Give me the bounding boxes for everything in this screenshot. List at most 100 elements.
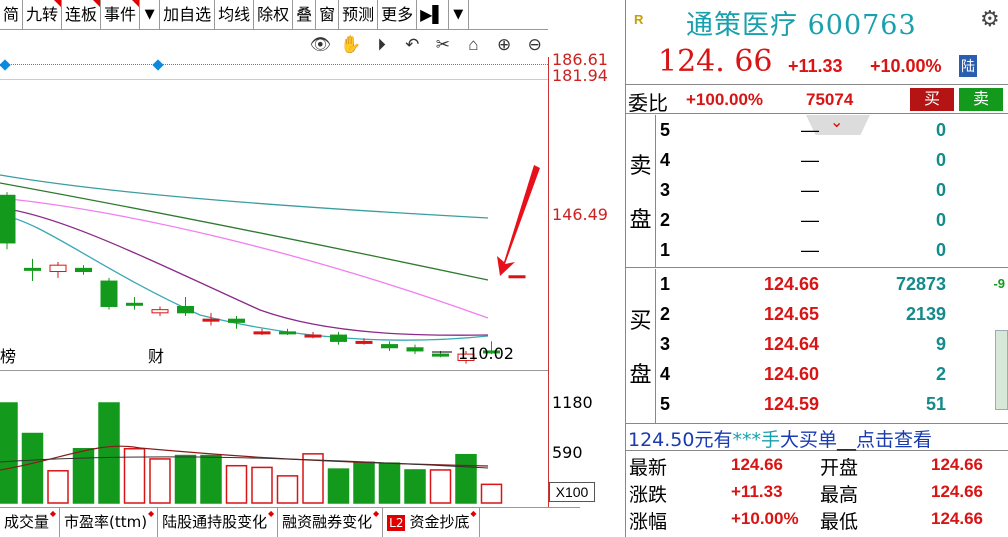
volume-bar bbox=[276, 475, 299, 504]
orderbook-row[interactable]: 3 — 0 bbox=[657, 175, 1008, 205]
hand-icon[interactable]: ✋ bbox=[340, 35, 362, 54]
level-price: 124.66 bbox=[763, 274, 819, 294]
volume-bar bbox=[353, 461, 375, 504]
toolbar-button[interactable]: 加自选 bbox=[160, 0, 216, 30]
indicator-tab[interactable]: 成交量 ◆ bbox=[0, 508, 61, 537]
level-volume: 0 bbox=[935, 120, 946, 140]
gear-icon[interactable]: ⚙ bbox=[980, 6, 1000, 31]
orderbook-row[interactable]: 4 124.60 2 bbox=[657, 359, 1008, 389]
volume-ma-line bbox=[0, 456, 489, 469]
level-price: — bbox=[801, 240, 819, 260]
level-volume: 51 bbox=[925, 394, 946, 414]
kline-chart[interactable]: 110.02 榜 财 bbox=[0, 57, 614, 537]
volume-bar bbox=[200, 454, 222, 504]
level-price: 124.60 bbox=[763, 364, 819, 384]
level-number: 5 bbox=[660, 394, 671, 414]
toolbar-button[interactable]: 九转 bbox=[23, 0, 63, 30]
view-link[interactable]: 点击查看 bbox=[856, 429, 933, 451]
indicator-tab[interactable]: L2 资金抄底 ◆ bbox=[383, 508, 481, 537]
candle-body bbox=[330, 334, 347, 342]
volume-bar bbox=[455, 453, 477, 504]
toolbar-button[interactable]: 预测 bbox=[339, 0, 379, 30]
candle-body bbox=[381, 344, 398, 349]
eye-icon[interactable]: 👁 bbox=[309, 35, 332, 54]
toolbar-button[interactable]: 窗 bbox=[316, 0, 340, 30]
orderbook-row[interactable]: 3 124.64 9 bbox=[657, 329, 1008, 359]
zoom-in-icon[interactable]: ⊕ bbox=[496, 35, 512, 54]
orderbook-row[interactable]: 4 — 0 bbox=[657, 145, 1008, 175]
l2-badge: L2 bbox=[387, 515, 406, 531]
toolbar-button[interactable]: ▼ bbox=[449, 0, 469, 30]
ma-line-pink bbox=[0, 197, 489, 319]
toolbar-button[interactable]: ▼ bbox=[140, 0, 161, 30]
toolbar-button[interactable]: 简 bbox=[0, 0, 24, 30]
level-number: 3 bbox=[660, 180, 671, 200]
indicator-tab[interactable]: 陆股通持股变化 ◆ bbox=[158, 508, 279, 537]
toolbar-button[interactable]: 更多 bbox=[378, 0, 418, 30]
lu-tag[interactable]: 陆 bbox=[959, 55, 977, 77]
toolbar-button[interactable]: ▶▌ bbox=[417, 0, 449, 30]
ma-line-green bbox=[0, 182, 489, 281]
big-order-banner[interactable]: 124.50元有***手大买单__点击查看 bbox=[626, 425, 1008, 451]
orderbook-row[interactable]: 2 124.65 2139 bbox=[657, 299, 1008, 329]
volume-bar bbox=[327, 468, 350, 504]
chevron-down-icon: ⌄ bbox=[830, 114, 844, 131]
tab-label: 资金抄底 bbox=[409, 513, 470, 531]
zoom-out-icon[interactable]: ⊖ bbox=[527, 35, 542, 54]
r-icon[interactable]: R bbox=[634, 12, 644, 27]
level-volume: 0 bbox=[935, 210, 946, 230]
toolbar-button[interactable]: 叠 bbox=[293, 0, 317, 30]
annotation-arrow-icon bbox=[497, 165, 540, 276]
ask-side-label: 卖 盘 bbox=[626, 115, 656, 267]
stat-label: 最低 bbox=[820, 511, 859, 533]
candle-body bbox=[151, 309, 169, 314]
orderbook-row[interactable]: 5 — 0 bbox=[657, 115, 1008, 145]
new-dot-icon: ◆ bbox=[147, 509, 155, 518]
volume-bar bbox=[480, 483, 503, 504]
new-dot-icon: ◆ bbox=[267, 509, 275, 518]
indicator-tabs: 成交量 ◆ 市盈率(ttm) ◆ 陆股通持股变化 ◆ 融资融券变化 ◆ L2 资金抄底 ◆ bbox=[0, 507, 580, 537]
candle-body bbox=[126, 302, 143, 306]
indicator-tab[interactable]: 融资融券变化 ◆ bbox=[278, 508, 384, 537]
level-price: 124.64 bbox=[763, 334, 819, 354]
orderbook-row[interactable]: 5 124.59 51 bbox=[657, 389, 1008, 419]
stats-row: 涨幅 +10.00% 最低 124.66 bbox=[626, 506, 1008, 533]
stat-value: 124.66 bbox=[931, 482, 983, 501]
volume-bar bbox=[378, 462, 401, 504]
collapse-chevron[interactable]: ⌄ bbox=[806, 115, 870, 135]
tab-label: 陆股通持股变化 bbox=[162, 513, 268, 531]
indicator-tab[interactable]: 市盈率(ttm) ◆ bbox=[60, 508, 159, 537]
buy-button[interactable]: 买 bbox=[910, 88, 954, 111]
orderbook-row[interactable]: 2 — 0 bbox=[657, 205, 1008, 235]
play-circle-icon[interactable]: ⏵ bbox=[377, 35, 386, 54]
volume-bar bbox=[404, 469, 426, 504]
level-price: 124.59 bbox=[763, 394, 819, 414]
level-volume: 72873 bbox=[895, 274, 946, 294]
weicha-value: 75074 bbox=[806, 90, 854, 109]
scissors-icon[interactable]: ✂ bbox=[435, 35, 450, 54]
sell-button[interactable]: 卖 bbox=[959, 88, 1003, 111]
level-price: — bbox=[801, 210, 819, 230]
weibi-label: 委比 bbox=[628, 91, 668, 115]
new-dot-icon: ◆ bbox=[49, 509, 57, 518]
tab-label: 成交量 bbox=[4, 513, 50, 531]
orderbook-row[interactable]: 1 — 0 bbox=[657, 235, 1008, 265]
toolbar-button[interactable]: 除权 bbox=[254, 0, 294, 30]
orderbook-row[interactable]: 1 124.66 72873 -9 bbox=[657, 269, 1008, 299]
level-number: 3 bbox=[660, 334, 671, 354]
undo-icon[interactable]: ↶ bbox=[405, 35, 420, 54]
scrollbar-thumb[interactable] bbox=[995, 330, 1008, 410]
toolbar-button[interactable]: 事件 bbox=[101, 0, 141, 30]
toolbar-button[interactable]: 连板 bbox=[62, 0, 102, 30]
candle-body bbox=[253, 331, 271, 335]
stat-label: 最新 bbox=[629, 457, 668, 479]
price-change: +11.33 bbox=[788, 56, 843, 76]
price-change-pct: +10.00% bbox=[870, 56, 942, 76]
lock-icon[interactable]: ⌂ bbox=[468, 35, 479, 54]
level-number: 1 bbox=[660, 240, 671, 260]
toolbar-button[interactable]: 均线 bbox=[215, 0, 255, 30]
volume-divider bbox=[0, 370, 548, 371]
quote-header: R 通策医疗 600763 ⚙ 124. 66 +11.33 +10.00% 陆 bbox=[626, 0, 1008, 82]
level-volume: 0 bbox=[935, 240, 946, 260]
volume-unit-box[interactable]: X100 bbox=[549, 482, 595, 502]
